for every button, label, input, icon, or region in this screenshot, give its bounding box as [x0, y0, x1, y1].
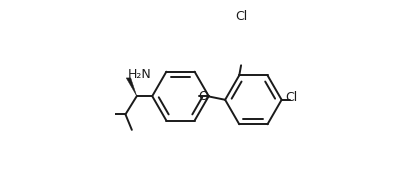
Polygon shape — [126, 78, 137, 96]
Text: H₂N: H₂N — [128, 68, 152, 81]
Text: Cl: Cl — [285, 91, 297, 105]
Text: O: O — [198, 90, 208, 103]
Text: Cl: Cl — [235, 10, 247, 23]
